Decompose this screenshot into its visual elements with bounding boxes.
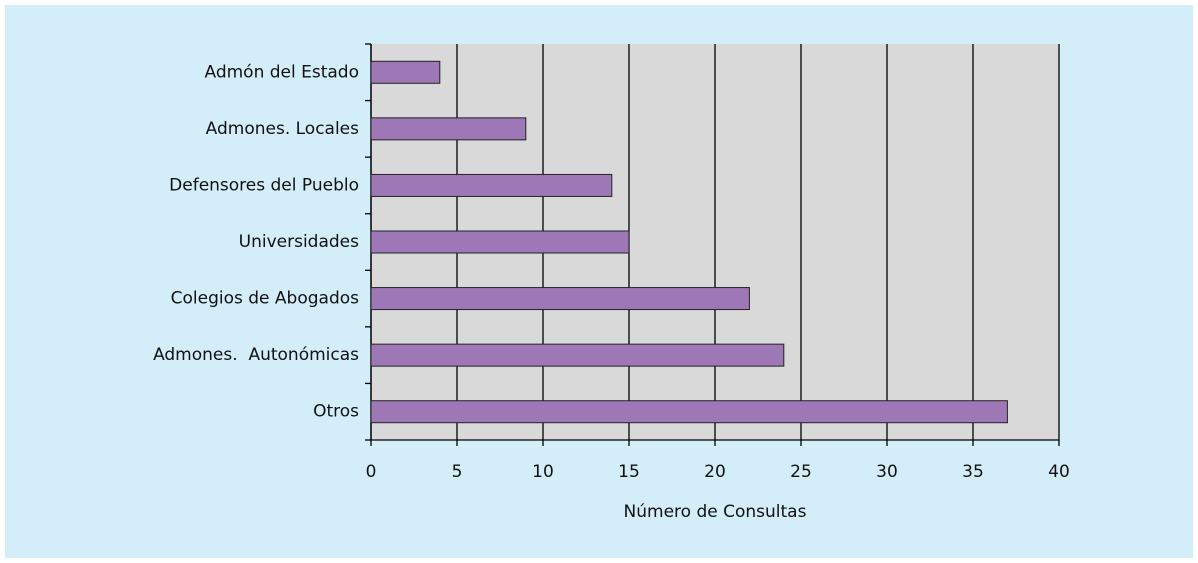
x-tick-label: 30 xyxy=(876,462,898,482)
x-tick-label: 0 xyxy=(366,462,377,482)
x-axis-label: Número de Consultas xyxy=(624,502,807,522)
bar xyxy=(370,60,441,84)
y-tick-label: Admones. Autonómicas xyxy=(153,345,359,365)
x-tick-label: 25 xyxy=(790,462,812,482)
bar xyxy=(370,343,785,367)
y-tick-label: Admón del Estado xyxy=(204,62,359,82)
y-tick-label: Universidades xyxy=(239,232,359,252)
x-tick-label: 20 xyxy=(704,462,726,482)
x-tick-label: 35 xyxy=(962,462,984,482)
y-tick-label: Colegios de Abogados xyxy=(171,289,360,309)
x-tick-label: 40 xyxy=(1048,462,1070,482)
bar xyxy=(370,117,527,141)
x-tick-label: 15 xyxy=(618,462,640,482)
x-tick-label: 5 xyxy=(452,462,463,482)
y-tick-label: Otros xyxy=(313,402,359,422)
y-tick-label: Defensores del Pueblo xyxy=(169,175,359,195)
bar xyxy=(370,173,613,197)
y-tick-label: Admones. Locales xyxy=(206,119,360,139)
bar xyxy=(370,230,630,254)
bar xyxy=(370,287,750,311)
bar xyxy=(370,400,1008,424)
x-tick-label: 10 xyxy=(532,462,554,482)
